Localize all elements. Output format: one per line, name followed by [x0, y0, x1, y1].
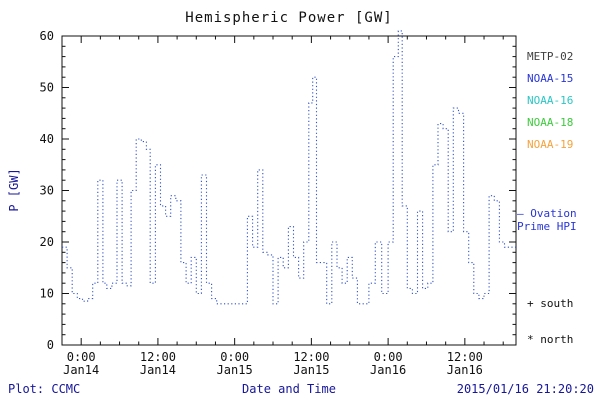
legend-item-noaa15: NOAA-15	[527, 72, 574, 85]
legend-item-noaa16: NOAA-16	[527, 94, 574, 107]
x-tick-date-label: Jan14	[140, 363, 176, 377]
x-tick-date-label: Jan15	[293, 363, 329, 377]
ovation-prime-hpi-label: — Ovation Prime HPI	[517, 207, 577, 233]
legend-item-metp02: METP-02	[527, 50, 574, 63]
legend-item-noaa19: NOAA-19	[527, 138, 574, 151]
y-tick-label: 0	[47, 338, 54, 352]
ovation-label-line1: — Ovation	[517, 207, 577, 220]
hpi-step-line	[62, 30, 516, 305]
y-tick-label: 30	[40, 184, 54, 198]
x-tick-time-label: 0:00	[374, 350, 403, 364]
x-tick-time-label: 12:00	[140, 350, 176, 364]
y-axis-label: P [GW]	[7, 168, 21, 212]
south-marker-label: + south	[527, 297, 574, 310]
timestamp: 2015/01/16 21:20:20	[456, 382, 594, 396]
y-tick-label: 40	[40, 132, 54, 146]
x-tick-time-label: 0:00	[67, 350, 96, 364]
x-tick-date-label: Jan16	[370, 363, 406, 377]
y-tick-label: 60	[40, 29, 54, 43]
x-tick-date-label: Jan14	[63, 363, 99, 377]
satellite-legend: METP-02 NOAA-15 NOAA-16 NOAA-18 NOAA-19	[527, 46, 573, 156]
x-axis-label: Date and Time	[242, 382, 336, 396]
y-tick-label: 50	[40, 81, 54, 95]
ovation-label-line2: Prime HPI	[517, 220, 577, 233]
plot-credit: Plot: CCMC	[8, 382, 81, 396]
x-tick-time-label: 0:00	[220, 350, 249, 364]
x-tick-time-label: 12:00	[293, 350, 329, 364]
y-tick-label: 10	[40, 287, 54, 301]
north-marker-label: * north	[527, 333, 574, 346]
legend-item-noaa18: NOAA-18	[527, 116, 574, 129]
y-tick-label: 20	[40, 235, 54, 249]
axes-frame	[61, 35, 517, 346]
x-tick-time-label: 12:00	[447, 350, 483, 364]
chart-title: Hemispheric Power [GW]	[185, 10, 393, 26]
x-tick-date-label: Jan15	[217, 363, 253, 377]
x-tick-date-label: Jan16	[447, 363, 483, 377]
